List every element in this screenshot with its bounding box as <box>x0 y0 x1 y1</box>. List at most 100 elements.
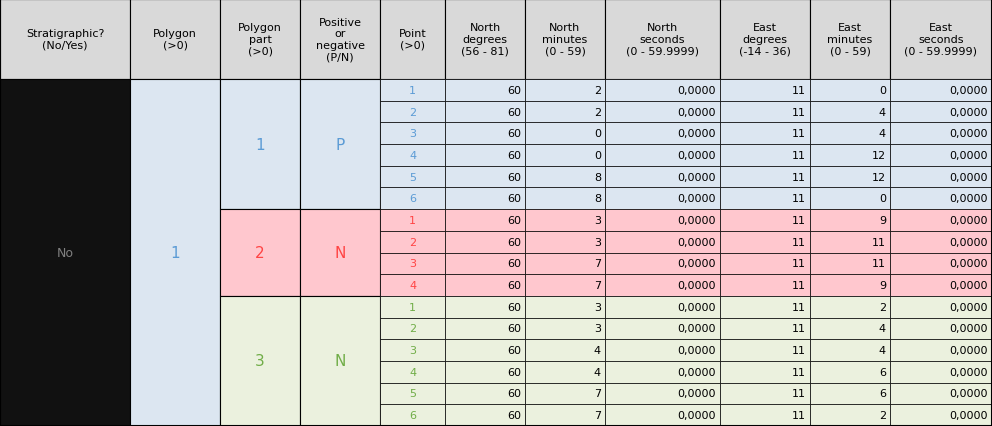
Bar <box>525 210 605 231</box>
Text: 0,0000: 0,0000 <box>678 259 716 269</box>
Text: 3: 3 <box>409 345 416 355</box>
Bar <box>380 210 445 231</box>
Bar <box>890 404 992 426</box>
Text: 11: 11 <box>792 129 806 139</box>
Bar <box>810 231 890 253</box>
Text: 2: 2 <box>879 302 886 312</box>
Text: 4: 4 <box>879 129 886 139</box>
Text: 60: 60 <box>507 194 521 204</box>
Bar <box>720 274 810 296</box>
Text: 11: 11 <box>792 107 806 117</box>
Text: 11: 11 <box>792 410 806 420</box>
Text: 0: 0 <box>594 129 601 139</box>
Text: N: N <box>334 354 345 368</box>
Text: 7: 7 <box>594 389 601 399</box>
Text: 60: 60 <box>507 86 521 95</box>
Bar <box>380 188 445 210</box>
Bar <box>890 253 992 274</box>
Text: 0,0000: 0,0000 <box>678 216 716 225</box>
Text: 0,0000: 0,0000 <box>949 367 988 377</box>
Text: 11: 11 <box>792 389 806 399</box>
Bar <box>890 361 992 383</box>
Bar <box>605 231 720 253</box>
Bar <box>605 188 720 210</box>
Bar <box>810 361 890 383</box>
Bar <box>720 296 810 318</box>
Text: 0,0000: 0,0000 <box>678 107 716 117</box>
Bar <box>810 0 890 80</box>
Bar <box>605 296 720 318</box>
Text: East
seconds
(0 - 59.9999): East seconds (0 - 59.9999) <box>905 23 977 57</box>
Bar <box>525 167 605 188</box>
Text: 11: 11 <box>792 172 806 182</box>
Text: 1: 1 <box>171 245 180 260</box>
Bar <box>720 404 810 426</box>
Text: 60: 60 <box>507 367 521 377</box>
Bar <box>445 274 525 296</box>
Bar <box>810 318 890 340</box>
Text: 5: 5 <box>409 172 416 182</box>
Bar <box>890 383 992 404</box>
Bar <box>605 80 720 101</box>
Bar <box>380 361 445 383</box>
Bar <box>720 80 810 101</box>
Bar <box>720 101 810 123</box>
Text: 2: 2 <box>879 410 886 420</box>
Bar <box>525 274 605 296</box>
Text: 0,0000: 0,0000 <box>949 86 988 95</box>
Text: 0,0000: 0,0000 <box>949 194 988 204</box>
Bar <box>380 167 445 188</box>
Text: 60: 60 <box>507 259 521 269</box>
Text: 0,0000: 0,0000 <box>949 259 988 269</box>
Bar <box>445 231 525 253</box>
Text: 0,0000: 0,0000 <box>678 367 716 377</box>
Bar <box>890 231 992 253</box>
Bar <box>720 167 810 188</box>
Text: 0,0000: 0,0000 <box>678 172 716 182</box>
Text: 6: 6 <box>879 367 886 377</box>
Text: 4: 4 <box>409 150 416 161</box>
Text: 60: 60 <box>507 324 521 334</box>
Bar <box>605 404 720 426</box>
Text: 11: 11 <box>792 237 806 247</box>
Text: North
seconds
(0 - 59.9999): North seconds (0 - 59.9999) <box>626 23 699 57</box>
Bar <box>445 80 525 101</box>
Text: 9: 9 <box>879 216 886 225</box>
Bar <box>300 80 380 210</box>
Bar <box>380 145 445 167</box>
Bar <box>525 404 605 426</box>
Bar <box>605 210 720 231</box>
Text: North
degrees
(56 - 81): North degrees (56 - 81) <box>461 23 509 57</box>
Bar <box>380 253 445 274</box>
Bar <box>445 404 525 426</box>
Bar <box>890 188 992 210</box>
Bar <box>720 253 810 274</box>
Text: East
minutes
(0 - 59): East minutes (0 - 59) <box>827 23 873 57</box>
Bar <box>380 274 445 296</box>
Bar <box>605 123 720 145</box>
Bar <box>220 0 300 80</box>
Bar <box>525 188 605 210</box>
Bar <box>380 101 445 123</box>
Bar <box>445 188 525 210</box>
Bar <box>0 0 130 80</box>
Text: 0,0000: 0,0000 <box>678 237 716 247</box>
Text: 11: 11 <box>792 367 806 377</box>
Bar <box>605 274 720 296</box>
Bar <box>525 231 605 253</box>
Text: 0,0000: 0,0000 <box>678 302 716 312</box>
Text: 4: 4 <box>409 280 416 291</box>
Text: 12: 12 <box>872 150 886 161</box>
Text: 3: 3 <box>594 302 601 312</box>
Text: 2: 2 <box>409 237 416 247</box>
Text: 0,0000: 0,0000 <box>949 389 988 399</box>
Bar <box>300 210 380 296</box>
Bar <box>605 340 720 361</box>
Text: 4: 4 <box>879 345 886 355</box>
Bar <box>890 167 992 188</box>
Bar <box>220 296 300 426</box>
Bar <box>810 383 890 404</box>
Bar <box>445 318 525 340</box>
Text: 6: 6 <box>879 389 886 399</box>
Bar <box>525 253 605 274</box>
